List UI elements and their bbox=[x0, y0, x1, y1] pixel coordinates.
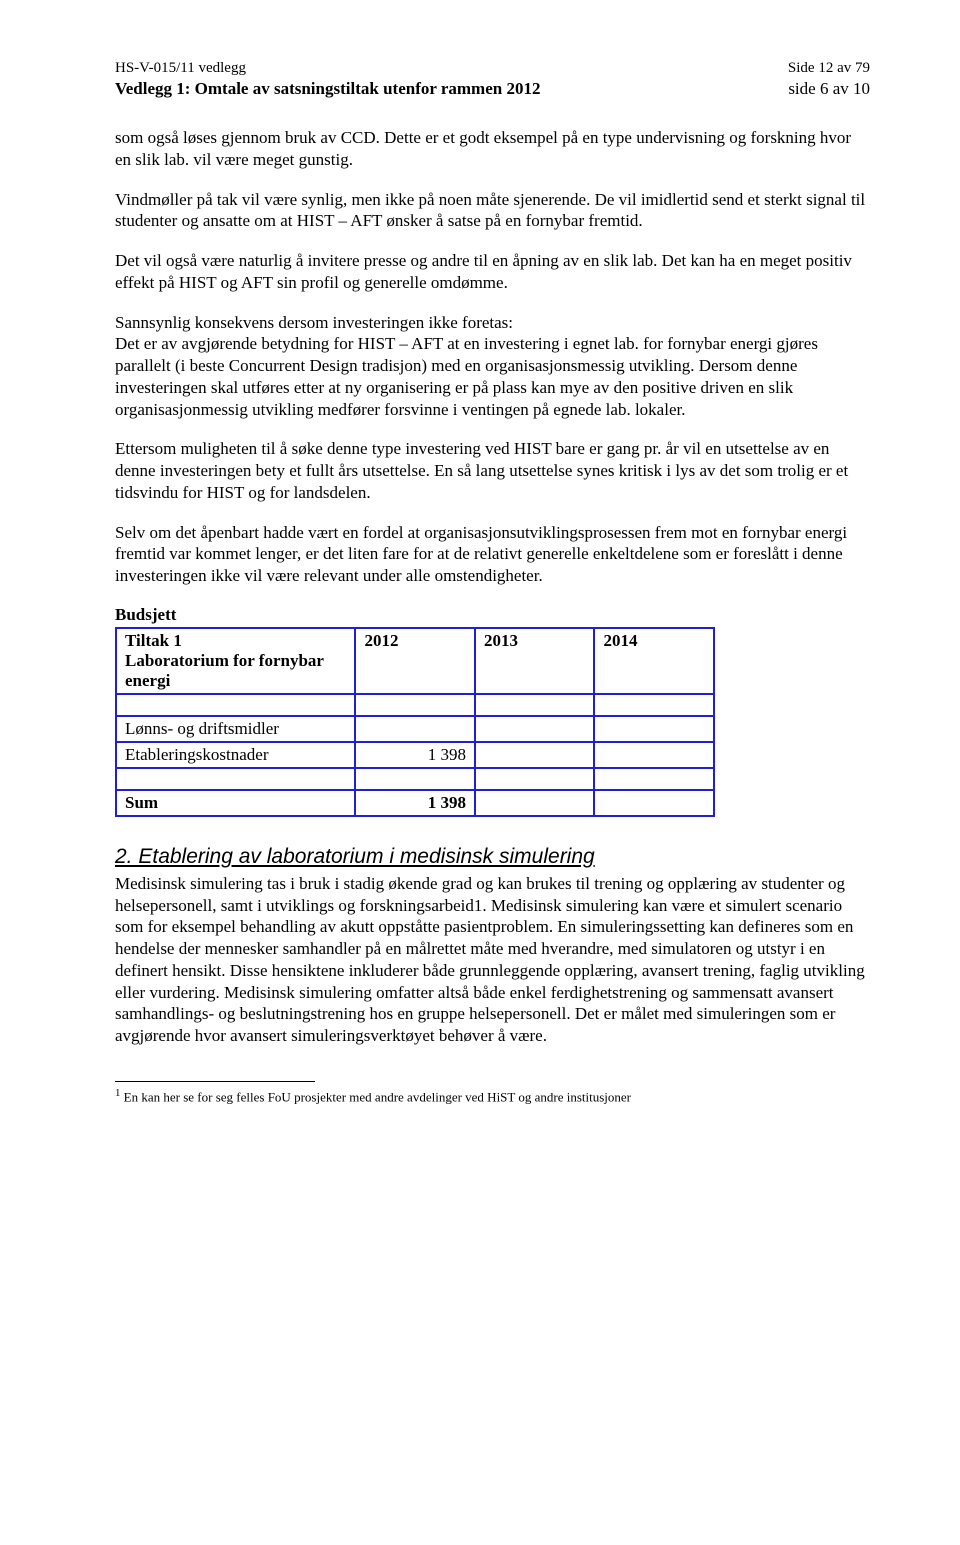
table-cell bbox=[355, 694, 475, 716]
table-cell bbox=[355, 716, 475, 742]
table-cell bbox=[594, 716, 714, 742]
table-cell bbox=[594, 768, 714, 790]
body-paragraph: Selv om det åpenbart hadde vært en forde… bbox=[115, 522, 870, 587]
body-paragraph: Vindmøller på tak vil være synlig, men i… bbox=[115, 189, 870, 233]
table-row bbox=[116, 694, 714, 716]
table-cell bbox=[355, 768, 475, 790]
table-cell bbox=[116, 768, 355, 790]
table-row bbox=[116, 768, 714, 790]
table-row: Etableringskostnader 1 398 bbox=[116, 742, 714, 768]
table-cell: Sum bbox=[116, 790, 355, 816]
header-meta-row: HS-V-015/11 vedlegg Side 12 av 79 bbox=[115, 60, 870, 77]
document-page: HS-V-015/11 vedlegg Side 12 av 79 Vedleg… bbox=[0, 0, 960, 1146]
table-cell bbox=[475, 716, 595, 742]
header-title-row: Vedlegg 1: Omtale av satsningstiltak ute… bbox=[115, 79, 870, 99]
table-row: Sum 1 398 bbox=[116, 790, 714, 816]
subsection-title: 2. Etablering av laboratorium i medisins… bbox=[115, 845, 870, 869]
body-paragraph: som også løses gjennom bruk av CCD. Dett… bbox=[115, 127, 870, 171]
table-header-row: Tiltak 1 Laboratorium for fornybar energ… bbox=[116, 628, 714, 694]
doc-title: Vedlegg 1: Omtale av satsningstiltak ute… bbox=[115, 79, 540, 99]
table-row: Lønns- og driftsmidler bbox=[116, 716, 714, 742]
footnote-text: En kan her se for seg felles FoU prosjek… bbox=[120, 1089, 631, 1104]
budget-table: Tiltak 1 Laboratorium for fornybar energ… bbox=[115, 627, 715, 817]
body-paragraph: Sannsynlig konsekvens dersom investering… bbox=[115, 312, 870, 421]
table-header-cell: Tiltak 1 Laboratorium for fornybar energ… bbox=[116, 628, 355, 694]
table-cell bbox=[594, 694, 714, 716]
table-cell bbox=[594, 790, 714, 816]
body-paragraph: Det vil også være naturlig å invitere pr… bbox=[115, 250, 870, 294]
table-cell bbox=[475, 694, 595, 716]
table-cell bbox=[116, 694, 355, 716]
table-cell bbox=[475, 768, 595, 790]
table-cell bbox=[475, 742, 595, 768]
footnote-separator bbox=[115, 1081, 315, 1082]
table-cell bbox=[475, 790, 595, 816]
table-header-cell: 2014 bbox=[594, 628, 714, 694]
subsection-body: Medisinsk simulering tas i bruk i stadig… bbox=[115, 873, 870, 1047]
table-cell: Etableringskostnader bbox=[116, 742, 355, 768]
table-cell bbox=[594, 742, 714, 768]
body-paragraph: Ettersom muligheten til å søke denne typ… bbox=[115, 438, 870, 503]
doc-reference: HS-V-015/11 vedlegg bbox=[115, 60, 246, 77]
table-header-cell: 2012 bbox=[355, 628, 475, 694]
table-cell: Lønns- og driftsmidler bbox=[116, 716, 355, 742]
table-cell: 1 398 bbox=[355, 790, 475, 816]
subpage-reference: side 6 av 10 bbox=[788, 79, 870, 99]
table-cell: 1 398 bbox=[355, 742, 475, 768]
page-reference: Side 12 av 79 bbox=[788, 60, 870, 77]
footnote: 1 En kan her se for seg felles FoU prosj… bbox=[115, 1086, 870, 1106]
budget-heading: Budsjett bbox=[115, 605, 870, 625]
table-header-cell: 2013 bbox=[475, 628, 595, 694]
